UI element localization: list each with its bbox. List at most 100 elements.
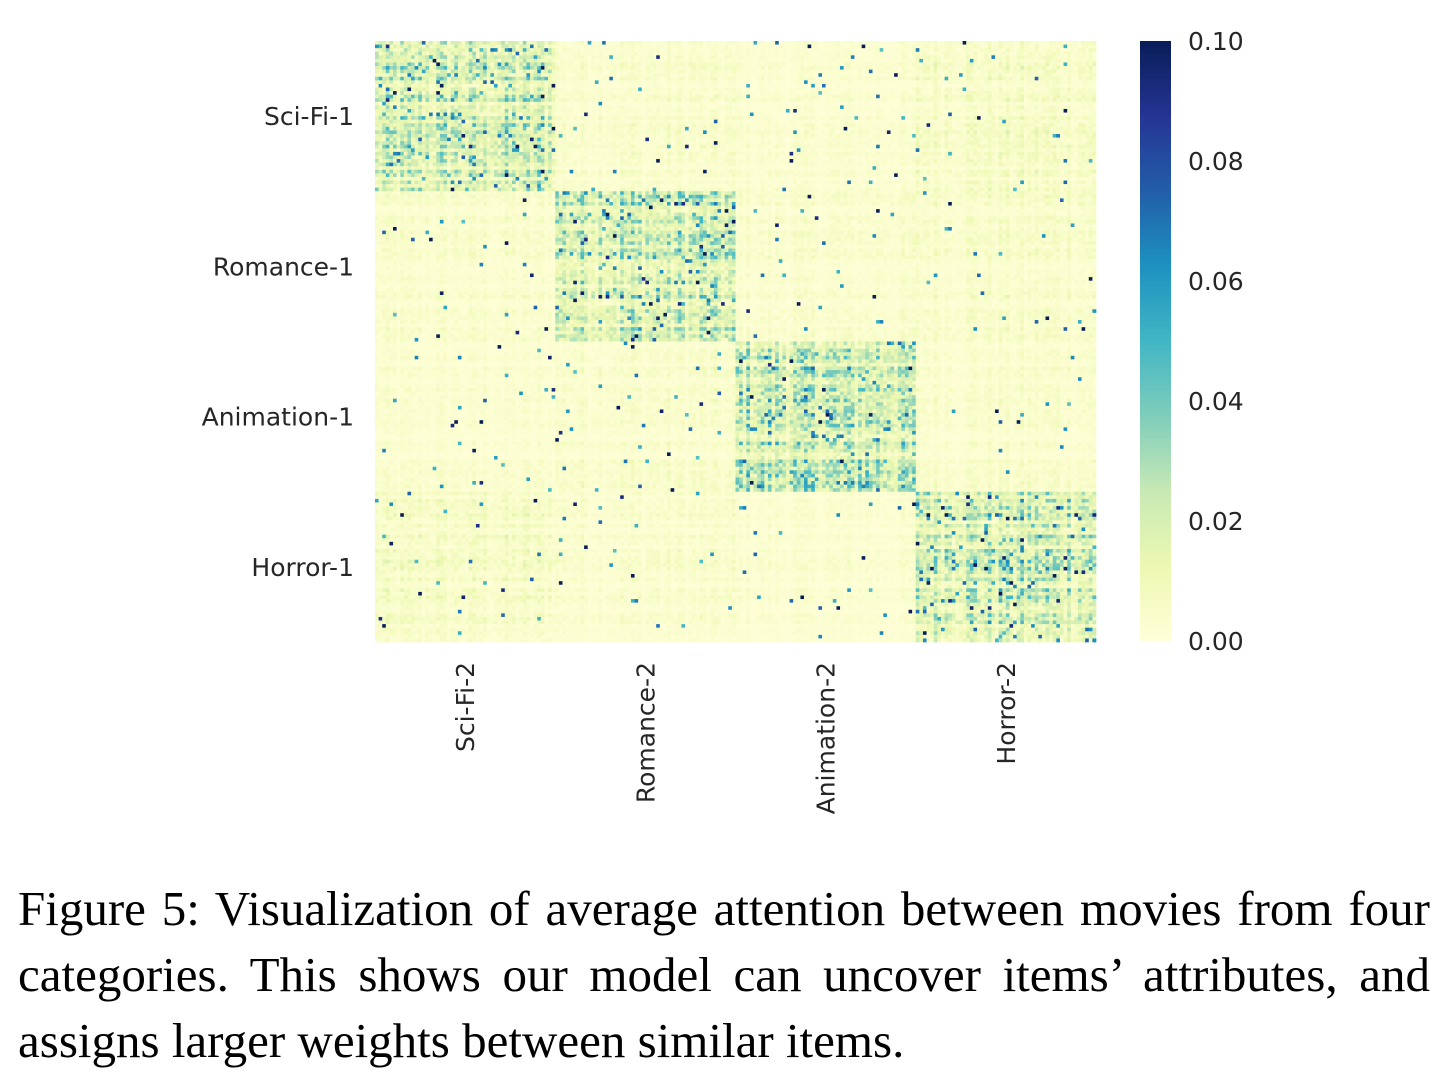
heatmap-cell [991,62,996,67]
heatmap-cell [713,123,718,128]
heatmap-cell [1092,83,1097,88]
heatmap-cell [400,101,405,106]
heatmap-cell [897,66,902,70]
heatmap-cell [504,58,509,63]
heatmap-cell [566,112,571,117]
heatmap-cell [890,69,895,74]
heatmap-cell [609,126,614,131]
heatmap-cell [811,62,816,67]
heatmap-cell [782,119,787,124]
heatmap-cell [519,73,524,78]
heatmap-cell [977,116,981,121]
heatmap-cell [692,87,697,92]
heatmap-cell [656,123,661,128]
heatmap-cell [840,55,845,60]
heatmap-cell [962,101,967,106]
heatmap-cell [602,116,607,121]
heatmap-cell [1074,58,1079,63]
heatmap-cell [591,41,596,45]
heatmap-cell [403,101,408,106]
heatmap-cell [782,55,787,60]
heatmap-cell [825,41,830,45]
heatmap-cell [1038,83,1043,88]
heatmap-cell [450,83,455,88]
heatmap-cell [836,76,841,81]
heatmap-cell [1031,101,1036,106]
heatmap-cell [1020,98,1025,103]
heatmap-cell [814,69,819,74]
heatmap-cell [670,98,675,103]
heatmap-cell [926,73,931,78]
heatmap-cell [1088,51,1093,56]
heatmap-cell [641,58,646,63]
heatmap-cell [966,112,971,117]
heatmap-cell [937,108,942,113]
heatmap-cell [400,48,405,53]
heatmap-cell [840,119,845,124]
heatmap-cell [515,41,520,45]
heatmap-cell [623,69,628,74]
heatmap-cell [940,69,945,74]
heatmap-cell [558,98,563,103]
heatmap-cell [497,98,502,103]
heatmap-cell [695,41,700,45]
heatmap-cell [540,87,545,92]
heatmap-cell [901,119,906,124]
heatmap-cell [576,123,581,128]
heatmap-cell [515,83,520,88]
heatmap-cell [457,66,462,70]
heatmap-cell [807,94,812,99]
heatmap-cell [789,105,794,110]
heatmap-cell [789,108,794,113]
heatmap-cell [840,76,845,81]
heatmap-cell [1074,126,1079,131]
heatmap-cell [450,108,455,113]
heatmap-cell [548,48,552,53]
heatmap-cell [1041,101,1046,106]
heatmap-cell [630,73,635,78]
heatmap-cell [1002,73,1007,78]
heatmap-cell [1077,41,1082,45]
heatmap-cell [623,62,628,67]
heatmap-cell [825,80,830,85]
heatmap-cell [876,58,881,63]
heatmap-cell [706,58,711,63]
heatmap-cell [1031,41,1036,45]
heatmap-cell [915,83,920,88]
heatmap-cell [519,80,524,85]
heatmap-cell [879,105,884,110]
heatmap-cell [457,44,462,49]
heatmap-cell [461,119,466,124]
heatmap-cell [966,116,971,121]
heatmap-cell [872,51,877,56]
heatmap-cell [497,66,502,70]
heatmap-cell [591,112,596,117]
heatmap-cell [623,66,628,70]
heatmap-cell [969,80,974,85]
heatmap-cell [840,80,845,85]
heatmap-cell [681,119,686,124]
heatmap-cell [919,91,924,96]
heatmap-cell [555,55,560,60]
heatmap-cell [749,105,754,110]
heatmap-cell [641,123,646,128]
heatmap-cell [861,119,866,124]
heatmap-cell [425,80,430,85]
heatmap-cell [501,58,506,63]
heatmap-cell [879,98,884,103]
heatmap-cell [1020,105,1025,110]
heatmap-cell [1052,48,1057,53]
heatmap-cell [648,123,653,128]
heatmap-cell [966,73,971,78]
heatmap-cell [490,69,495,74]
heatmap-cell [378,62,383,67]
heatmap-cell [605,76,610,81]
heatmap-cell [530,80,534,85]
heatmap-cell [511,66,516,70]
heatmap-cell [930,83,935,88]
heatmap-cell [573,58,578,63]
heatmap-cell [861,87,866,92]
heatmap-cell [879,116,884,121]
heatmap-cell [959,80,963,85]
heatmap-cell [1085,91,1090,96]
